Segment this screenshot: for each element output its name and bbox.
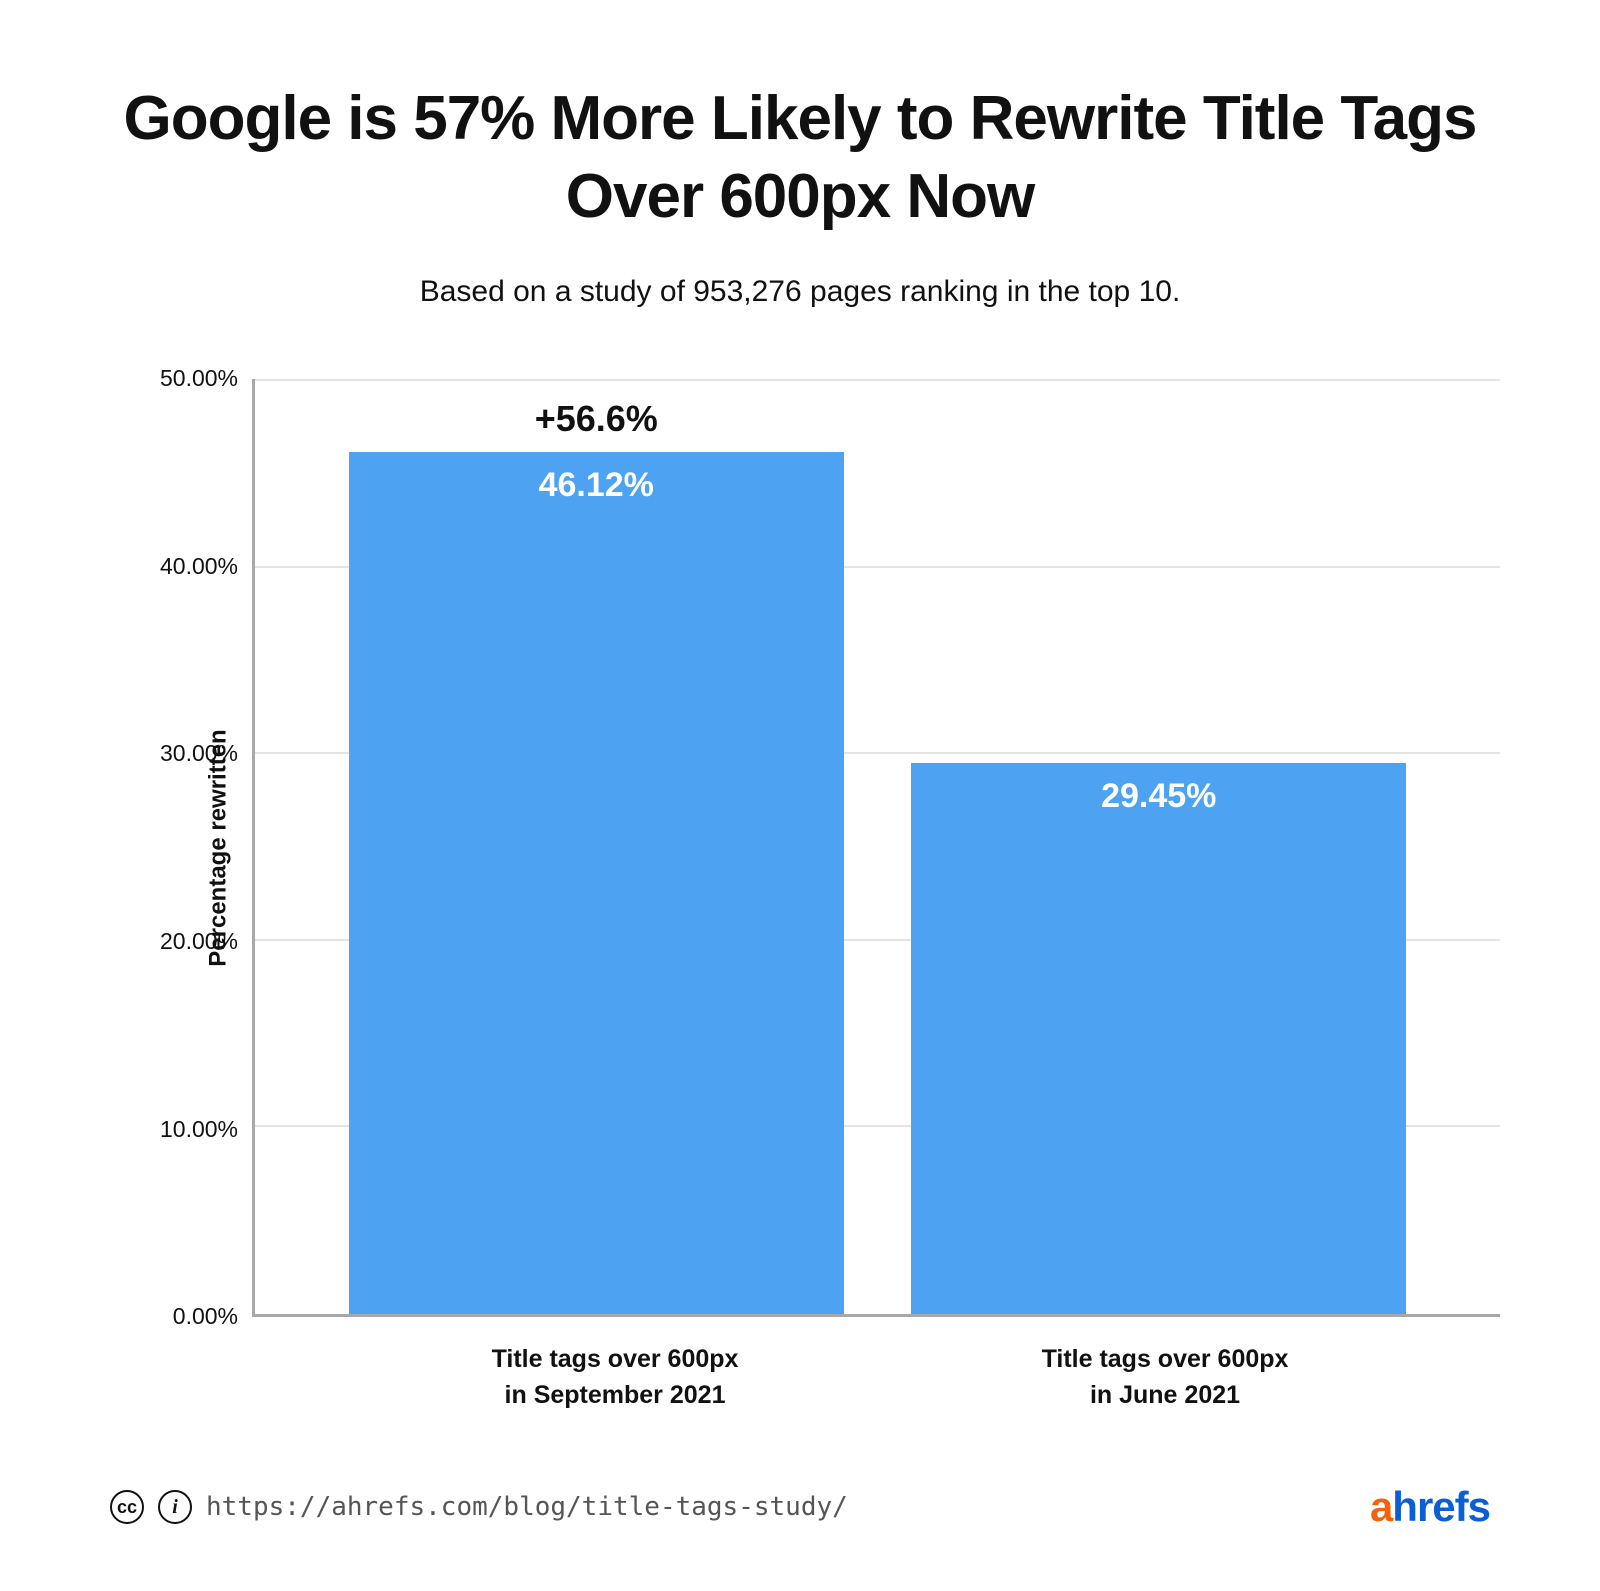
chart-title: Google is 57% More Likely to Rewrite Tit… — [100, 80, 1500, 235]
bars-layer: 46.12% +56.6% 29.45% — [255, 379, 1500, 1314]
y-tick: 10.00% — [160, 1118, 238, 1141]
plot-area: 46.12% +56.6% 29.45% — [252, 379, 1500, 1317]
footer: cc i https://ahrefs.com/blog/title-tags-… — [100, 1483, 1500, 1531]
y-tick: 0.00% — [173, 1305, 238, 1328]
y-tick: 40.00% — [160, 555, 238, 578]
bar-delta-label: +56.6% — [349, 398, 844, 440]
cc-icon: cc — [110, 1490, 144, 1524]
source-url: https://ahrefs.com/blog/title-tags-study… — [206, 1492, 848, 1522]
y-tick: 30.00% — [160, 742, 238, 765]
y-tick: 50.00% — [160, 367, 238, 390]
x-axis-label: Title tags over 600px in June 2021 — [890, 1341, 1440, 1414]
chart-area: Percentage rewritten 50.00%40.00%30.00%2… — [100, 379, 1500, 1317]
bar: 46.12%+56.6% — [349, 452, 844, 1314]
brand-a: a — [1370, 1483, 1392, 1530]
bar-column: 29.45% — [911, 379, 1406, 1314]
attribution-icon: i — [158, 1490, 192, 1524]
x-axis: Title tags over 600px in September 2021T… — [160, 1317, 1500, 1414]
brand-rest: hrefs — [1392, 1483, 1490, 1530]
x-axis-label: Title tags over 600px in September 2021 — [340, 1341, 890, 1414]
bar-value-label: 46.12% — [349, 466, 844, 505]
bar: 29.45% — [911, 763, 1406, 1313]
bar-column: 46.12% +56.6% — [349, 379, 844, 1314]
y-tick: 20.00% — [160, 930, 238, 953]
chart-subtitle: Based on a study of 953,276 pages rankin… — [100, 275, 1500, 309]
bar-value-label: 29.45% — [911, 777, 1406, 816]
footer-left: cc i https://ahrefs.com/blog/title-tags-… — [110, 1490, 848, 1524]
brand-logo: ahrefs — [1370, 1483, 1490, 1531]
